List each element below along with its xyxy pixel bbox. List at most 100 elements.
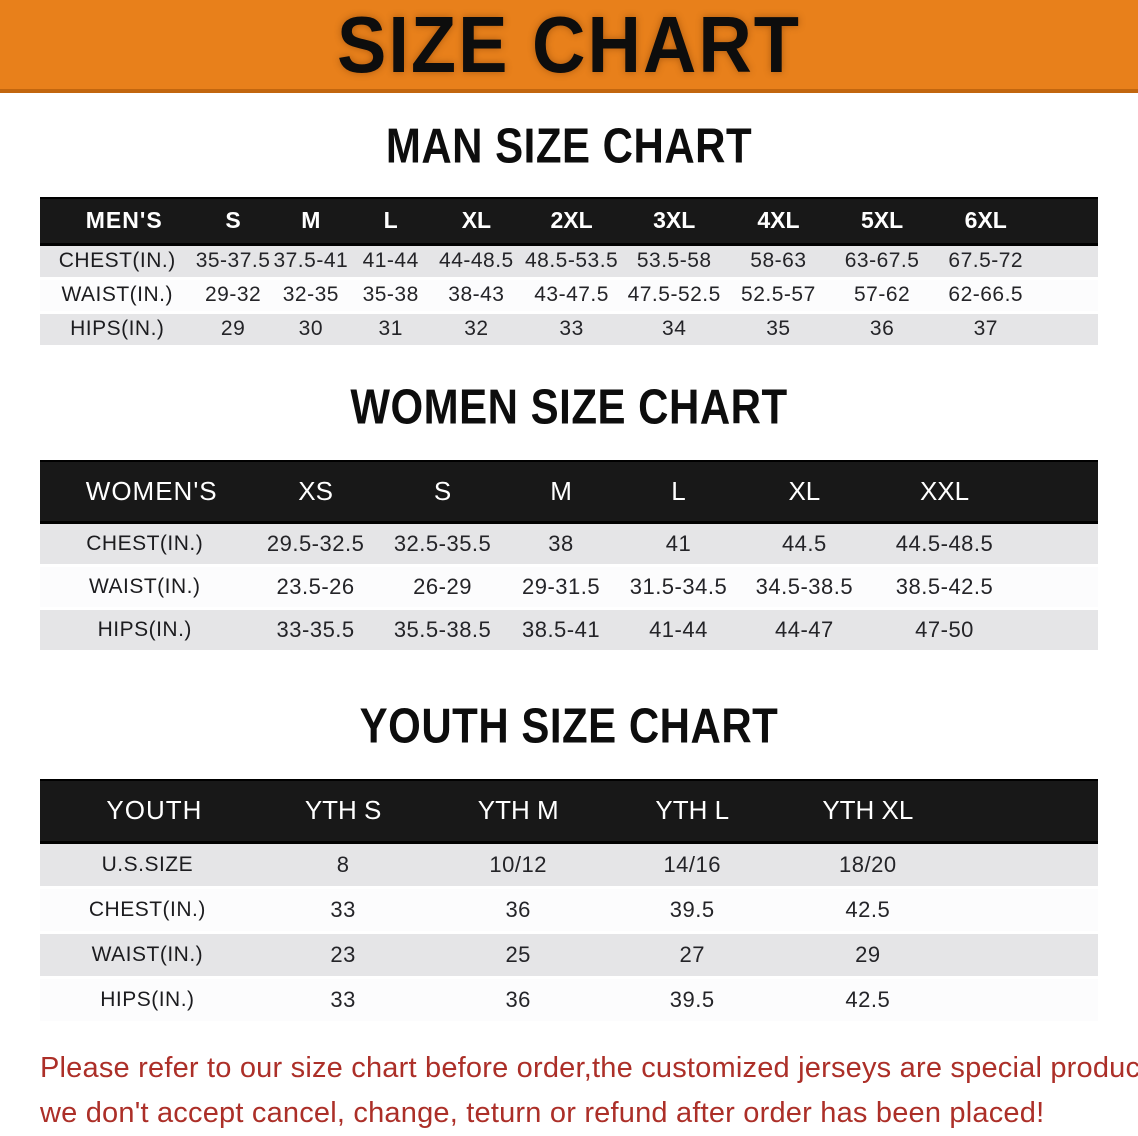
cell: 33 [521,312,622,348]
column-header: XL [431,197,522,246]
womens-table-name: WOMEN'S [40,459,250,524]
cell: 29 [194,312,272,348]
table-row: CHEST(IN.) 35-37.5 37.5-41 41-44 44-48.5… [40,244,1098,280]
cell: 48.5-53.5 [521,244,622,280]
cell: 39.5 [604,887,780,934]
row-label: HIPS(IN.) [40,312,195,348]
column-header: YTH XL [779,779,957,844]
column-header: 4XL [726,197,831,246]
column-header: XXL [870,459,1019,524]
disclaimer-line-1: Please refer to our size chart before or… [40,1051,1138,1084]
cell: 53.5-58 [621,244,727,280]
column-header: 2XL [521,197,622,246]
cell: 41-44 [349,244,432,280]
mens-size-table: MEN'S S M L XL 2XL 3XL 4XL 5XL 6XL CHEST… [40,197,1098,348]
cell: 33-35.5 [249,608,382,653]
cell: 35-37.5 [194,244,272,280]
cell: 31.5-34.5 [618,565,739,610]
row-label: CHEST(IN.) [40,244,195,280]
table-row: HIPS(IN.) 29 30 31 32 33 34 35 36 37 [40,312,1098,348]
cell: 38.5-41 [503,608,619,653]
cell: 38 [503,522,619,567]
column-header: YTH L [604,779,780,844]
cell: 37.5-41 [271,244,350,280]
table-row: WAIST(IN.) 29-32 32-35 35-38 38-43 43-47… [40,278,1098,314]
cell: 43-47.5 [521,278,622,314]
table-row: U.S.SIZE 8 10/12 14/16 18/20 [40,842,1098,889]
cell: 36 [431,887,605,934]
cell: 35 [726,312,831,348]
table-row: HIPS(IN.) 33-35.5 35.5-38.5 38.5-41 41-4… [40,608,1098,653]
spacer-cell [1018,608,1098,653]
cell: 44.5-48.5 [870,522,1019,567]
cell: 29.5-32.5 [249,522,382,567]
table-row: WAIST(IN.) 23.5-26 26-29 29-31.5 31.5-34… [40,565,1098,610]
page-title: SIZE CHART [337,0,801,90]
cell: 29-32 [194,278,272,314]
column-header: 5XL [830,197,934,246]
table-row: HIPS(IN.) 33 36 39.5 42.5 [40,977,1098,1024]
cell: 41 [618,522,739,567]
cell: 33 [254,887,432,934]
cell: 32 [431,312,522,348]
row-label: CHEST(IN.) [40,522,250,567]
column-header: 3XL [621,197,727,246]
disclaimer-line-2: we don't accept cancel, change, teturn o… [40,1096,1045,1129]
column-header: 6XL [933,197,1038,246]
spacer-cell [1018,522,1098,567]
cell: 31 [349,312,432,348]
column-header: S [194,197,272,246]
spacer-cell [956,977,1098,1024]
cell: 36 [830,312,934,348]
cell: 29-31.5 [503,565,619,610]
cell: 23.5-26 [249,565,382,610]
cell: 18/20 [779,842,957,889]
cell: 34 [621,312,727,348]
column-header: YTH S [254,779,432,844]
row-label: WAIST(IN.) [40,932,255,979]
cell: 58-63 [726,244,831,280]
column-header: L [618,459,739,524]
youth-table-name: YOUTH [40,779,255,844]
mens-table-name: MEN'S [40,197,195,246]
table-row: CHEST(IN.) 29.5-32.5 32.5-35.5 38 41 44.… [40,522,1098,567]
cell: 14/16 [604,842,780,889]
row-label: HIPS(IN.) [40,977,255,1024]
cell: 8 [254,842,432,889]
cell: 25 [431,932,605,979]
cell: 38-43 [431,278,522,314]
column-header: XS [249,459,382,524]
spacer-cell [956,887,1098,934]
row-label: CHEST(IN.) [40,887,255,934]
spacer-cell [1037,278,1098,314]
youth-section-heading: YOUTH SIZE CHART [359,697,779,754]
cell: 44-47 [738,608,871,653]
cell: 23 [254,932,432,979]
cell: 47.5-52.5 [621,278,727,314]
column-header: YTH M [431,779,605,844]
column-header: S [381,459,504,524]
row-label: U.S.SIZE [40,842,255,889]
cell: 32-35 [271,278,350,314]
cell: 29 [779,932,957,979]
cell: 37 [933,312,1038,348]
spacer-cell [956,932,1098,979]
table-row: CHEST(IN.) 33 36 39.5 42.5 [40,887,1098,934]
column-header: M [271,197,350,246]
cell: 34.5-38.5 [738,565,871,610]
cell: 32.5-35.5 [381,522,504,567]
cell: 36 [431,977,605,1024]
cell: 26-29 [381,565,504,610]
cell: 67.5-72 [933,244,1038,280]
cell: 38.5-42.5 [870,565,1019,610]
table-row: WAIST(IN.) 23 25 27 29 [40,932,1098,979]
cell: 41-44 [618,608,739,653]
cell: 30 [271,312,350,348]
womens-header-row: WOMEN'S XS S M L XL XXL [40,459,1098,524]
spacer-cell [956,842,1098,889]
cell: 35.5-38.5 [381,608,504,653]
cell: 44-48.5 [431,244,522,280]
cell: 63-67.5 [830,244,934,280]
column-header: XL [738,459,871,524]
women-section-heading: WOMEN SIZE CHART [350,378,788,434]
